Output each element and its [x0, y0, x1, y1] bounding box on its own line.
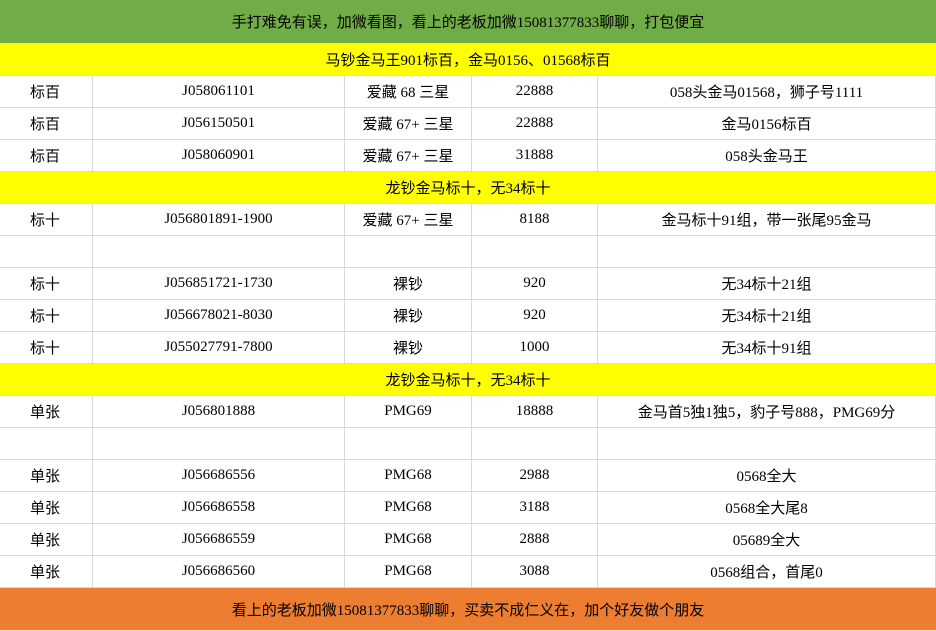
- table-cell: 爱藏 67+ 三星: [345, 140, 472, 172]
- table-cell: J055027791-7800: [93, 332, 345, 364]
- table-cell: J056686556: [93, 460, 345, 492]
- header-title: 手打难免有误，加微看图，看上的老板加微15081377833聊聊，打包便宜: [0, 0, 936, 44]
- table-cell: J056150501: [93, 108, 345, 140]
- table-cell: 31888: [472, 140, 598, 172]
- footer-text: 看上的老板加微15081377833聊聊，买卖不成仁义在，加个好友做个朋友: [0, 588, 936, 631]
- table-cell: 058头金马01568，狮子号1111: [598, 76, 936, 108]
- table-cell: 金马0156标百: [598, 108, 936, 140]
- table-cell: 标百: [0, 140, 93, 172]
- table-cell: 单张: [0, 492, 93, 524]
- table-cell: 0568组合，首尾0: [598, 556, 936, 588]
- empty-cell: [93, 236, 345, 268]
- table-cell: 8188: [472, 204, 598, 236]
- empty-cell: [598, 236, 936, 268]
- table-cell: 裸钞: [345, 332, 472, 364]
- empty-cell: [345, 428, 472, 460]
- table-cell: 裸钞: [345, 300, 472, 332]
- table-cell: PMG69: [345, 396, 472, 428]
- table-cell: 无34标十21组: [598, 268, 936, 300]
- table-cell: 2888: [472, 524, 598, 556]
- table-cell: J056678021-8030: [93, 300, 345, 332]
- table-cell: 22888: [472, 76, 598, 108]
- table-cell: J056686560: [93, 556, 345, 588]
- table-cell: J056851721-1730: [93, 268, 345, 300]
- table-cell: 裸钞: [345, 268, 472, 300]
- table-cell: 05689全大: [598, 524, 936, 556]
- empty-cell: [472, 428, 598, 460]
- empty-cell: [0, 236, 93, 268]
- table-cell: 单张: [0, 396, 93, 428]
- table-cell: 标百: [0, 108, 93, 140]
- table-cell: 2988: [472, 460, 598, 492]
- table-cell: 爱藏 67+ 三星: [345, 204, 472, 236]
- section-title: 龙钞金马标十，无34标十: [0, 172, 936, 204]
- empty-cell: [472, 236, 598, 268]
- empty-cell: [598, 428, 936, 460]
- table-cell: J058061101: [93, 76, 345, 108]
- table-cell: 0568全大: [598, 460, 936, 492]
- table-cell: PMG68: [345, 460, 472, 492]
- table-cell: 无34标十91组: [598, 332, 936, 364]
- table-cell: J056686558: [93, 492, 345, 524]
- table-cell: 金马首5独1独5，豹子号888，PMG69分: [598, 396, 936, 428]
- table-cell: J056801888: [93, 396, 345, 428]
- table-cell: 金马标十91组，带一张尾95金马: [598, 204, 936, 236]
- table-cell: 3088: [472, 556, 598, 588]
- table-cell: 标百: [0, 76, 93, 108]
- table-cell: 0568全大尾8: [598, 492, 936, 524]
- table-cell: 标十: [0, 268, 93, 300]
- empty-cell: [345, 236, 472, 268]
- table-cell: 爱藏 67+ 三星: [345, 108, 472, 140]
- table-cell: 单张: [0, 524, 93, 556]
- table-cell: 单张: [0, 556, 93, 588]
- section-title: 龙钞金马标十，无34标十: [0, 364, 936, 396]
- table-cell: J056801891-1900: [93, 204, 345, 236]
- empty-cell: [93, 428, 345, 460]
- table-cell: 1000: [472, 332, 598, 364]
- table-cell: PMG68: [345, 524, 472, 556]
- table-cell: J058060901: [93, 140, 345, 172]
- table-cell: 920: [472, 268, 598, 300]
- table-cell: 058头金马王: [598, 140, 936, 172]
- table-cell: 920: [472, 300, 598, 332]
- section-title: 马钞金马王901标百，金马0156、01568标百: [0, 44, 936, 76]
- table-cell: PMG68: [345, 492, 472, 524]
- table-cell: 单张: [0, 460, 93, 492]
- table-cell: J056686559: [93, 524, 345, 556]
- table-cell: 无34标十21组: [598, 300, 936, 332]
- table-cell: 标十: [0, 300, 93, 332]
- table-cell: 标十: [0, 204, 93, 236]
- table-cell: 标十: [0, 332, 93, 364]
- table-cell: 爱藏 68 三星: [345, 76, 472, 108]
- table-cell: 22888: [472, 108, 598, 140]
- table-cell: 18888: [472, 396, 598, 428]
- table-cell: 3188: [472, 492, 598, 524]
- table-cell: PMG68: [345, 556, 472, 588]
- empty-cell: [0, 428, 93, 460]
